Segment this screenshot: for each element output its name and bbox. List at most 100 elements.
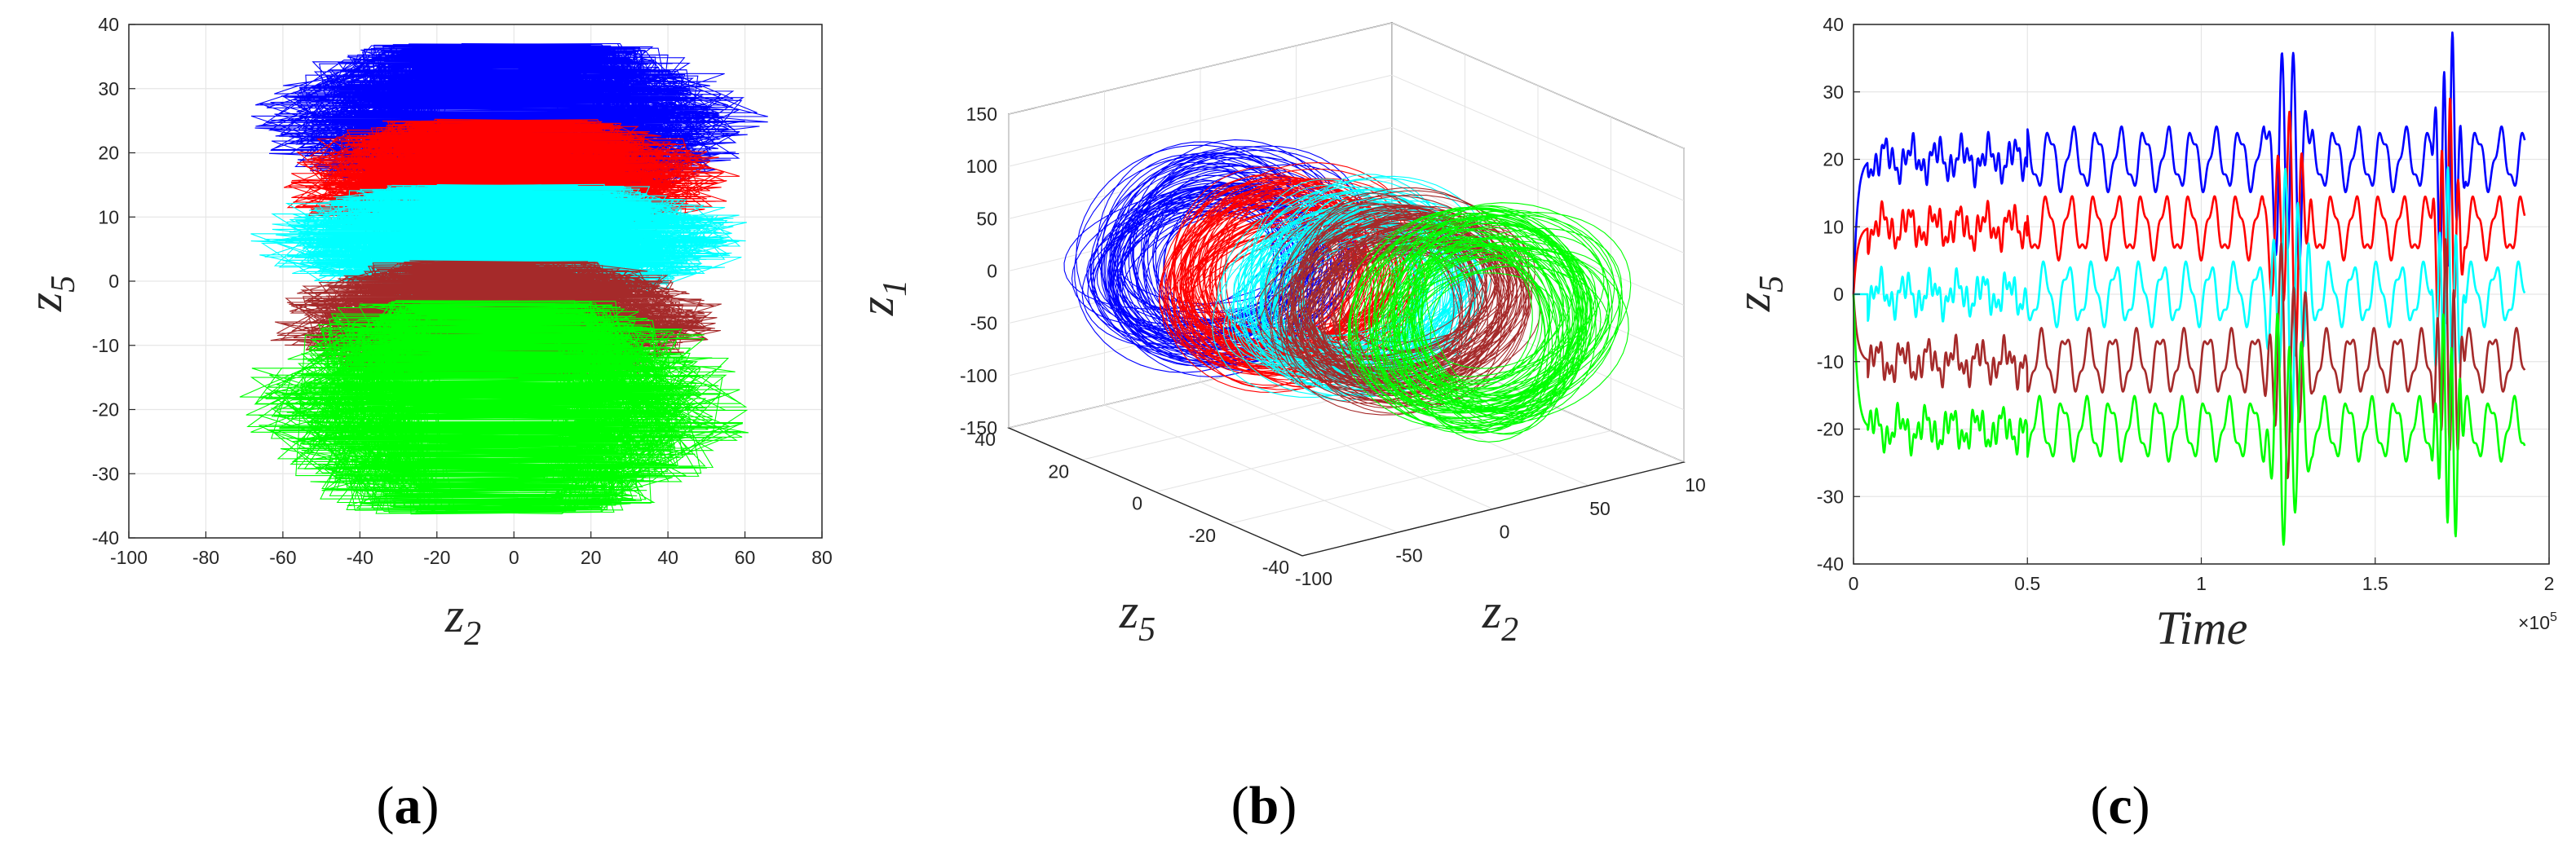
panel-a-x-tick-label: 80 (811, 547, 833, 568)
panel-b-plot-area (1063, 139, 1632, 443)
panel-b-axis-front-left (1008, 427, 1303, 557)
panel-b-series-line (1063, 139, 1367, 377)
panel-c-plot-area (1852, 31, 2526, 546)
panel-a-x-tick-label: -100 (110, 547, 148, 568)
panel-a-y-tick-label: -30 (92, 463, 119, 484)
panel-a-phase-plot: -100 -80 -60 -40 -20 0 20 40 60 80 -40-30-20-1001… (18, 14, 833, 835)
panel-c-y-tick-label: 30 (1823, 81, 1844, 103)
panel-c-caption: (c) (2090, 776, 2150, 835)
panel-c-caption-close: ) (2132, 776, 2150, 835)
panel-b-axis-front-right (1301, 461, 1685, 557)
panel-a-x-tick-label: 0 (509, 547, 519, 568)
panel-a-caption-open: ( (377, 776, 395, 835)
panel-c-x-multiplier-exp: 5 (2550, 610, 2557, 624)
panel-c-y-label: z5 (1726, 275, 1791, 312)
panel-b-y-gridline-floor (1155, 399, 1539, 492)
panel-c-x-tick-label: 0 (1849, 573, 1859, 594)
panel-a-x-ticks: -100 -80 -60 -40 -20 0 20 40 60 80 (110, 531, 833, 568)
panel-a-x-tick-label: -80 (192, 547, 219, 568)
panel-c-y-ticks: -40 -30 -20 -10 0 10 20 30 40 (1817, 14, 1860, 575)
panel-b-y-tick-label: 40 (974, 429, 996, 450)
panel-b-series-line (1256, 187, 1541, 416)
panel-a-y-tick-label: -10 (92, 335, 119, 356)
panel-a-caption: (a) (377, 776, 440, 835)
panel-c-y-tick-label: -30 (1817, 486, 1844, 507)
panel-b-z-tick-label: 0 (987, 261, 997, 282)
panel-b-3d-plot: 150 100 50 0 -50 -100 -150 -100 -50 0 50 10 40 20 0 -20… (850, 22, 1706, 835)
panel-b-z-tick-label: 100 (966, 156, 997, 177)
panel-a-series-line (239, 300, 749, 515)
panel-c-y-tick-label: 20 (1823, 149, 1844, 170)
panel-b-y-label-base: z (1119, 584, 1138, 638)
panel-b-x-tick-label: 0 (1500, 522, 1510, 543)
panel-a-y-tick-label: 20 (98, 143, 119, 164)
panel-c-y-label-base: z (1726, 293, 1780, 312)
panel-b-z-tick-label: -50 (970, 313, 997, 334)
panel-b-y-gridline-floor (1228, 430, 1611, 525)
panel-b-caption-letter: b (1249, 776, 1279, 835)
panel-b-z-label-sub: 1 (877, 280, 914, 297)
panel-b-x-label-base: z (1482, 584, 1501, 638)
panel-b-z-label-base: z (850, 297, 904, 316)
panel-b-x-tick-label: -100 (1295, 568, 1332, 589)
panel-c-y-tick-label: 0 (1833, 284, 1844, 305)
panel-b-y-label: z5 (1119, 584, 1155, 649)
panel-c-caption-open: ( (2090, 776, 2108, 835)
panel-c-series-line (1852, 97, 2526, 357)
panel-b-z-tick-label: -100 (960, 365, 997, 386)
panel-a-y-label-base: z (18, 293, 72, 312)
panel-c-x-tick-label: 2 (2544, 573, 2555, 594)
panel-a-y-tick-label: 0 (108, 271, 119, 292)
panel-b-z-label: z1 (850, 280, 914, 316)
panel-c-y-tick-label: -40 (1817, 553, 1844, 575)
panel-a-x-tick-label: -40 (347, 547, 373, 568)
panel-b-y-tick-label: -40 (1262, 557, 1289, 578)
panel-a-y-label: z5 (18, 275, 82, 312)
panel-a-x-tick-label: 60 (735, 547, 756, 568)
panel-b-z-tick-label: 50 (976, 208, 997, 229)
panel-b-x-label-sub: 2 (1501, 611, 1518, 649)
panel-a-x-tick-label: -60 (269, 547, 296, 568)
panel-b-x-tick-label: -50 (1395, 544, 1422, 566)
panel-c-x-tick-label: 1 (2196, 573, 2207, 594)
panel-c-x-ticks: 0 0.5 1 1.5 2 (1849, 557, 2555, 594)
panel-b-z-tick-label: 150 (966, 104, 997, 125)
panel-c-series-line (1852, 238, 2526, 479)
panel-a-caption-letter: a (395, 776, 422, 835)
panel-b-series-line (1339, 202, 1632, 443)
panel-c-y-tick-label: -10 (1817, 351, 1844, 372)
panel-c-x-tick-label: 1.5 (2362, 573, 2388, 594)
panel-c-y-tick-label: 40 (1823, 14, 1844, 35)
panel-c-x-multiplier-base: ×10 (2518, 612, 2550, 633)
panel-a-x-tick-label: 40 (657, 547, 678, 568)
panel-c-caption-letter: c (2108, 776, 2132, 835)
panel-a-y-ticks: -40 -30 -20 -10 0 10 20 30 40 (92, 14, 135, 548)
panel-b-x-tick-label: 50 (1589, 498, 1611, 519)
panel-b-y-tick-label: -20 (1189, 525, 1216, 546)
panel-a-x-tick-label: 20 (581, 547, 602, 568)
panel-b-x-tick-label: 10 (1685, 474, 1706, 496)
panel-b-x-label: z2 (1482, 584, 1518, 649)
panel-b-caption-open: ( (1231, 776, 1249, 835)
panel-a-y-tick-label: -20 (92, 399, 119, 421)
panel-b-y-tick-label: 0 (1132, 493, 1142, 514)
panel-b-y-label-sub: 5 (1138, 611, 1155, 649)
panel-a-x-label-sub: 2 (464, 615, 481, 653)
panel-b-ticks: 150 100 50 0 -50 -100 -150 -100 -50 0 50 10 40 20 0 -20… (960, 104, 1706, 589)
panel-a-x-label: z2 (444, 588, 481, 653)
panel-a-y-tick-label: 30 (98, 78, 119, 99)
panel-a-y-label-sub: 5 (45, 275, 82, 293)
panel-c-x-label: Time (2156, 601, 2248, 654)
panel-a-y-tick-label: -40 (92, 527, 119, 548)
panel-c-y-label-sub: 5 (1753, 275, 1791, 293)
panel-c-series-line (1852, 293, 2526, 546)
panel-b-caption-close: ) (1279, 776, 1297, 835)
panel-a-caption-close: ) (422, 776, 440, 835)
panel-a-x-label-base: z (444, 588, 464, 642)
panel-a-series-line (250, 183, 747, 297)
panel-a-y-tick-label: 10 (98, 206, 119, 227)
panel-c-x-multiplier: ×105 (2518, 610, 2557, 633)
panel-c-y-tick-label: 10 (1823, 216, 1844, 237)
panel-a-plot-area (239, 42, 768, 515)
